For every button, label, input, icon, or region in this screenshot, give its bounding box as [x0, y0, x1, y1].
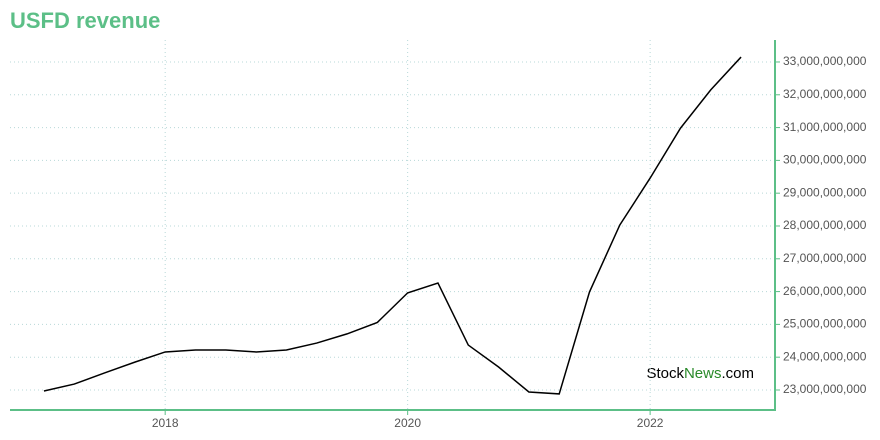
watermark-part: News — [684, 365, 722, 382]
y-tick-label: 28,000,000,000 — [783, 218, 867, 232]
y-tick-label: 23,000,000,000 — [783, 382, 867, 396]
watermark-part: Stock — [646, 365, 684, 382]
x-tick-label: 2020 — [394, 416, 421, 430]
y-tick-label: 31,000,000,000 — [783, 120, 867, 134]
y-tick-label: 27,000,000,000 — [783, 251, 867, 265]
y-tick-label: 24,000,000,000 — [783, 349, 867, 363]
y-tick-label: 33,000,000,000 — [783, 54, 867, 68]
chart-title: USFD revenue — [10, 8, 160, 33]
y-tick-label: 32,000,000,000 — [783, 87, 867, 101]
y-tick-label: 29,000,000,000 — [783, 185, 867, 199]
watermark-part: .com — [721, 365, 754, 382]
line — [43, 56, 742, 395]
x-tick-label: 2018 — [152, 416, 179, 430]
y-tick-label: 30,000,000,000 — [783, 153, 867, 167]
x-tick-label: 2022 — [637, 416, 664, 430]
watermark: StockNews.com — [646, 365, 754, 382]
y-tick-label: 26,000,000,000 — [783, 284, 867, 298]
y-tick-label: 25,000,000,000 — [783, 317, 867, 331]
